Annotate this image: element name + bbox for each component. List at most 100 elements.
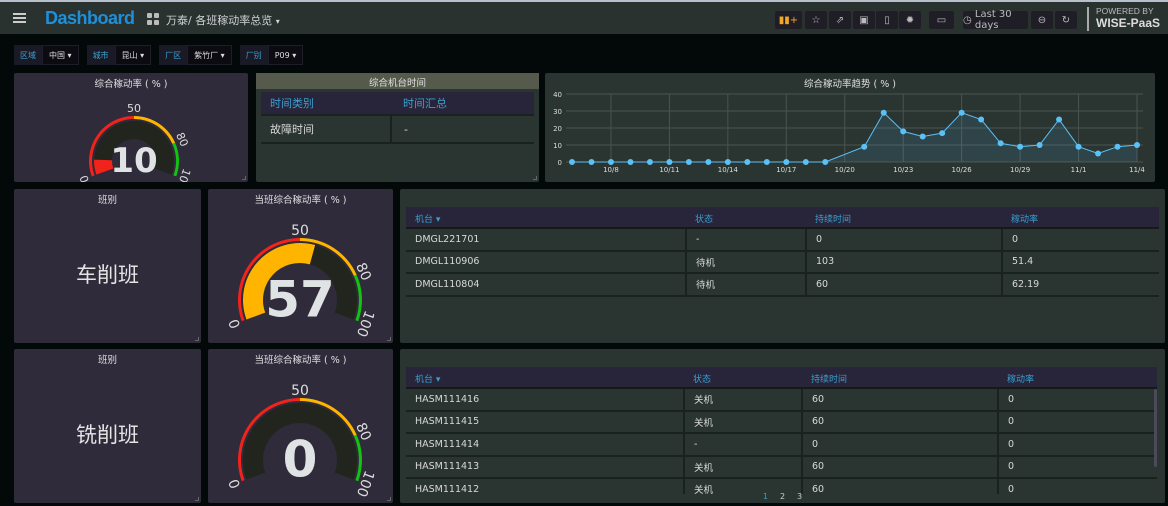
resize-handle[interactable]	[387, 337, 391, 341]
panel-title: 当班综合稼动率 ( % )	[254, 355, 347, 366]
filter-value[interactable]: 紫竹厂 ▾	[187, 45, 232, 65]
gauge-threshold-green	[353, 274, 362, 322]
shift-name: 铣削班	[76, 423, 139, 447]
data-point	[900, 128, 907, 135]
filter-city[interactable]: 城市 昆山 ▾	[86, 45, 152, 65]
gauge-threshold-green	[353, 434, 362, 482]
menu-icon[interactable]	[13, 13, 26, 23]
table-row: HASM111414-0 0	[406, 433, 1157, 457]
save-button[interactable]: ▣	[853, 11, 875, 29]
resize-handle[interactable]	[242, 176, 246, 180]
page-link[interactable]: 2	[779, 492, 786, 501]
panel-title: 当班综合稼动率 ( % )	[254, 195, 347, 206]
view-mode-button[interactable]: ▭	[929, 11, 954, 29]
table-cell: 60	[801, 388, 998, 412]
data-point	[724, 159, 731, 165]
time-range-picker[interactable]: ◷ Last 30 days	[963, 9, 1028, 31]
resize-handle[interactable]	[195, 497, 199, 501]
table-cell: 关机	[683, 478, 802, 494]
table-cell: 60	[801, 478, 998, 494]
column-header[interactable]: 时间汇总	[403, 97, 447, 110]
column-header-machine[interactable]: 机台 ▾	[406, 367, 684, 389]
table-row: HASM111415 关机 60 0	[406, 410, 1157, 434]
share-button[interactable]: ⇗	[829, 11, 851, 29]
data-point	[685, 159, 692, 165]
y-tick-label: 30	[553, 108, 562, 116]
shift-gauge: 0 50 80 100 57	[226, 223, 377, 339]
refresh-button[interactable]: ↻	[1055, 11, 1077, 29]
table-cell: 51.4	[1001, 250, 1159, 274]
data-point	[705, 159, 712, 165]
table-cell: 60	[805, 273, 1002, 297]
table-cell: -	[683, 433, 802, 457]
y-tick-label: 20	[553, 125, 562, 133]
resize-handle[interactable]	[195, 337, 199, 341]
brand-logo[interactable]: Dashboard	[45, 8, 135, 28]
filter-plant[interactable]: 厂区 紫竹厂 ▾	[159, 45, 232, 65]
column-header-duration[interactable]: 持续时间	[806, 207, 1002, 229]
filter-factory[interactable]: 厂别 P09 ▾	[239, 45, 304, 65]
gauge-tick-label: 100	[353, 308, 377, 339]
filter-label: 城市	[86, 45, 115, 65]
mobile-icon: ▯	[884, 14, 890, 26]
scrollbar[interactable]	[1154, 389, 1157, 467]
gauge-tick-label: 0	[226, 477, 244, 491]
page-link[interactable]: 1	[762, 492, 768, 501]
column-header-duration[interactable]: 持续时间	[802, 367, 998, 389]
resize-handle[interactable]	[387, 497, 391, 501]
zoom-out-icon: ⊖	[1037, 14, 1047, 26]
page-link[interactable]: 3	[797, 492, 803, 501]
shift-machine-table-panel: 机台 ▾ 状态 持续时间 稼动率 DMGL221701-0 0 DMGL110906…	[400, 189, 1165, 343]
table-cell: HASM111412	[406, 478, 684, 494]
shift-gauge-panel: 当班综合稼动率 ( % ) 0 50 80 100 0	[208, 349, 393, 503]
data-point	[627, 159, 634, 165]
column-header-rate[interactable]: 稼动率	[998, 367, 1157, 389]
table-scroll-area[interactable]: 机台 ▾ 状态 持续时间 稼动率 HASM111416 关机 60 0 HASM1114…	[406, 367, 1157, 494]
gauge-tick-label: 0	[77, 173, 92, 182]
column-header-status[interactable]: 状态	[686, 207, 806, 229]
column-header-status[interactable]: 状态	[684, 367, 802, 389]
data-point	[1056, 116, 1063, 123]
table-cell: 0	[997, 478, 1157, 494]
x-tick-label: 11/1	[1071, 166, 1087, 174]
powered-by-text: POWERED BY	[1096, 6, 1154, 16]
table-cell: HASM111413	[406, 455, 684, 479]
column-header-machine[interactable]: 机台 ▾	[406, 207, 686, 229]
data-point	[588, 159, 595, 165]
table-row: DMGL110906 待机 103 51.4	[406, 250, 1159, 274]
data-point	[569, 159, 575, 165]
resize-handle[interactable]	[533, 176, 537, 180]
filter-value[interactable]: 中国 ▾	[42, 45, 79, 65]
star-button[interactable]: ☆	[805, 11, 827, 29]
data-point	[939, 130, 946, 137]
shift-name: 车削班	[76, 263, 139, 287]
gauge-value: 0	[283, 431, 318, 489]
filter-value[interactable]: P09 ▾	[267, 45, 304, 65]
filter-label: 区域	[14, 45, 42, 65]
table-cell: 0	[997, 388, 1157, 412]
table-cell: 关机	[683, 455, 802, 479]
x-tick-label: 10/26	[952, 166, 973, 174]
x-tick-label: 10/29	[1010, 166, 1030, 174]
y-tick-label: 10	[553, 142, 562, 150]
time-range-label: Last 30 days	[974, 9, 1012, 31]
table-row: HASM111412 关机 60 0	[406, 478, 1157, 494]
zoom-out-button[interactable]: ⊖	[1031, 11, 1053, 29]
column-header[interactable]: 时间类别	[270, 97, 314, 110]
column-header-rate[interactable]: 稼动率	[1002, 207, 1159, 229]
data-point	[1134, 142, 1140, 148]
series-area	[572, 112, 1137, 162]
filter-region[interactable]: 区域 中国 ▾	[14, 45, 79, 65]
data-point	[919, 133, 926, 140]
gauge-threshold-yellow	[300, 398, 357, 437]
table-cell: 待机	[685, 273, 806, 297]
gauge-track	[243, 403, 357, 480]
gear-icon: ✹	[905, 14, 915, 26]
add-panel-button[interactable]: ▮▮+	[775, 11, 802, 29]
settings-button[interactable]: ✹	[899, 11, 921, 29]
filter-value[interactable]: 昆山 ▾	[114, 45, 152, 65]
mobile-button[interactable]: ▯	[876, 11, 898, 29]
table-cell: 关机	[683, 388, 802, 412]
data-point	[958, 109, 965, 116]
breadcrumb[interactable]: 万泰/ 各班稼动率总览 ▾	[166, 12, 280, 28]
